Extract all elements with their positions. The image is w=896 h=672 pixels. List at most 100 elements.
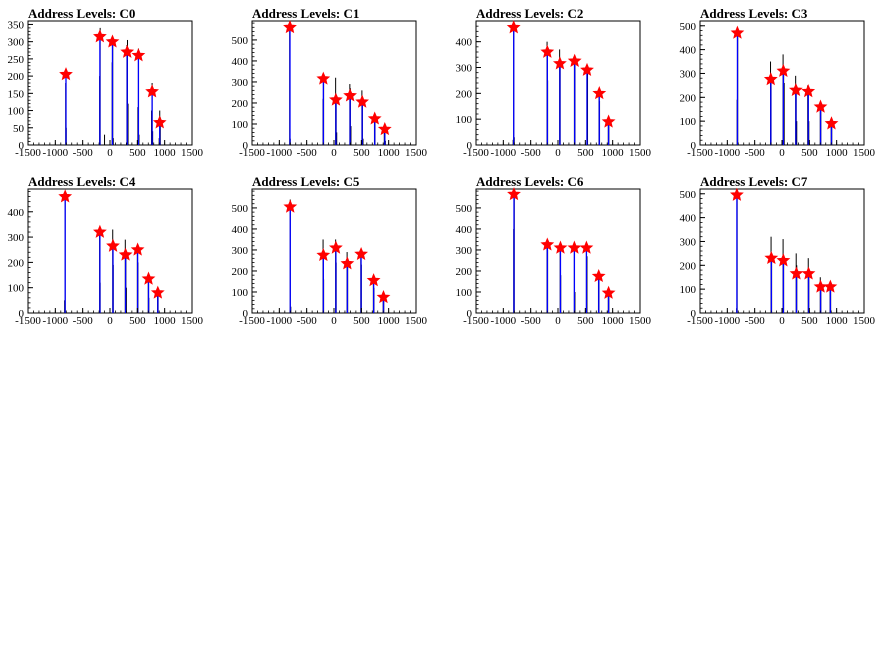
peak-marker bbox=[730, 25, 745, 39]
x-tick-label: 500 bbox=[129, 315, 146, 327]
chart-title: Address Levels: C5 bbox=[252, 174, 360, 189]
peak-marker bbox=[283, 20, 297, 34]
y-tick-label: 0 bbox=[243, 308, 249, 320]
chart-panel-0: Address Levels: C0 0 50 100 150 200 250 300 350 -… bbox=[8, 6, 204, 159]
x-tick-label: -1500 bbox=[15, 315, 41, 327]
y-tick-label: 150 bbox=[8, 88, 25, 100]
plot-frame bbox=[251, 20, 417, 146]
y-tick-label: 300 bbox=[8, 37, 25, 49]
y-tick-label: 500 bbox=[680, 21, 697, 33]
x-tick-label: 1500 bbox=[853, 147, 876, 159]
y-tick-label: 300 bbox=[680, 68, 697, 80]
y-tick-label: 400 bbox=[8, 207, 25, 219]
x-tick-label: 1000 bbox=[154, 315, 177, 327]
y-tick-label: 0 bbox=[19, 140, 25, 152]
peak-marker bbox=[130, 242, 145, 256]
x-tick-label: 1000 bbox=[378, 315, 401, 327]
chart-panel-4: Address Levels: C4 0 100 200 300 400 -1500 -100… bbox=[8, 174, 204, 327]
y-tick-label: 400 bbox=[456, 224, 473, 236]
peak-marker bbox=[120, 44, 135, 58]
peak-marker bbox=[152, 115, 167, 129]
peak-marker bbox=[764, 250, 779, 265]
x-tick-label: -1500 bbox=[687, 315, 713, 327]
peak-marker bbox=[366, 273, 381, 287]
peak-marker bbox=[763, 72, 778, 86]
x-tick-label: 1500 bbox=[405, 147, 428, 159]
peak-marker bbox=[145, 84, 159, 98]
y-tick-label: 400 bbox=[456, 37, 473, 49]
x-tick-label: 0 bbox=[107, 147, 113, 159]
x-tick-label: 0 bbox=[107, 315, 113, 327]
peak-marker bbox=[824, 116, 839, 130]
x-tick-label: 1500 bbox=[181, 315, 204, 327]
chart-panel-6: Address Levels: C60100200300400500-1500-… bbox=[456, 174, 652, 327]
x-tick-label: 500 bbox=[577, 147, 594, 159]
chart-title: Address Levels: C0 bbox=[28, 6, 135, 21]
x-tick-label: 1500 bbox=[405, 315, 428, 327]
y-tick-label: 200 bbox=[680, 92, 697, 104]
chart-title: Address Levels: C6 bbox=[476, 174, 584, 189]
y-tick-label: 0 bbox=[691, 140, 697, 152]
peak-marker bbox=[316, 71, 331, 85]
chart-title: Address Levels: C4 bbox=[28, 174, 136, 189]
peak-marker bbox=[59, 67, 73, 81]
x-tick-label: -500 bbox=[745, 315, 766, 327]
y-tick-label: 250 bbox=[8, 54, 25, 66]
peak-marker bbox=[367, 111, 382, 125]
y-tick-label: 300 bbox=[232, 77, 249, 89]
peak-marker bbox=[131, 48, 146, 62]
peak-marker bbox=[601, 285, 616, 299]
y-tick-label: 0 bbox=[467, 308, 473, 320]
x-tick-label: 0 bbox=[779, 147, 785, 159]
x-tick-label: 500 bbox=[353, 315, 370, 327]
peak-marker bbox=[553, 240, 568, 254]
y-tick-label: 200 bbox=[680, 260, 697, 272]
y-tick-label: 200 bbox=[232, 266, 249, 278]
x-tick-label: 500 bbox=[801, 147, 818, 159]
x-tick-label: -500 bbox=[521, 315, 542, 327]
peak-marker bbox=[540, 237, 555, 251]
peak-marker bbox=[340, 256, 355, 270]
y-tick-label: 500 bbox=[232, 35, 249, 47]
chart-title: Address Levels: C3 bbox=[700, 6, 808, 21]
y-tick-label: 100 bbox=[8, 106, 25, 118]
x-tick-label: -1000 bbox=[42, 315, 68, 327]
x-tick-label: -1500 bbox=[239, 315, 265, 327]
peak-marker bbox=[58, 189, 73, 203]
peak-marker bbox=[801, 84, 816, 98]
x-tick-label: -1000 bbox=[714, 315, 740, 327]
peak-marker bbox=[328, 240, 343, 254]
peak-marker bbox=[567, 240, 582, 254]
x-tick-label: 0 bbox=[555, 147, 561, 159]
y-tick-label: 500 bbox=[232, 203, 249, 215]
plot-frame bbox=[699, 20, 865, 146]
y-tick-label: 0 bbox=[467, 140, 473, 152]
y-tick-label: 200 bbox=[8, 71, 25, 83]
peak-marker bbox=[789, 266, 804, 280]
x-tick-label: -1000 bbox=[42, 147, 68, 159]
x-tick-label: 0 bbox=[331, 147, 337, 159]
peak-marker bbox=[601, 114, 616, 128]
chart-panel-1: Address Levels: C10100200300400500-1500-… bbox=[232, 6, 428, 159]
y-tick-label: 100 bbox=[680, 116, 697, 128]
peak-marker bbox=[283, 199, 298, 213]
chart-title: Address Levels: C1 bbox=[252, 6, 359, 21]
peak-marker bbox=[776, 253, 791, 267]
x-tick-label: 500 bbox=[801, 315, 818, 327]
y-tick-label: 500 bbox=[456, 203, 473, 215]
x-tick-label: -1000 bbox=[714, 147, 740, 159]
y-tick-label: 300 bbox=[680, 236, 697, 248]
y-tick-label: 200 bbox=[232, 98, 249, 110]
x-tick-label: -500 bbox=[73, 315, 94, 327]
x-tick-label: -1500 bbox=[239, 147, 265, 159]
y-tick-label: 400 bbox=[680, 213, 697, 225]
x-tick-label: 1000 bbox=[602, 147, 625, 159]
peak-marker bbox=[813, 99, 828, 113]
peak-marker bbox=[354, 246, 369, 261]
y-tick-label: 350 bbox=[8, 19, 25, 31]
y-tick-label: 200 bbox=[8, 257, 25, 269]
peak-marker bbox=[93, 224, 107, 238]
peak-marker bbox=[316, 247, 331, 262]
y-tick-label: 400 bbox=[680, 45, 697, 57]
peak-marker bbox=[592, 86, 607, 100]
